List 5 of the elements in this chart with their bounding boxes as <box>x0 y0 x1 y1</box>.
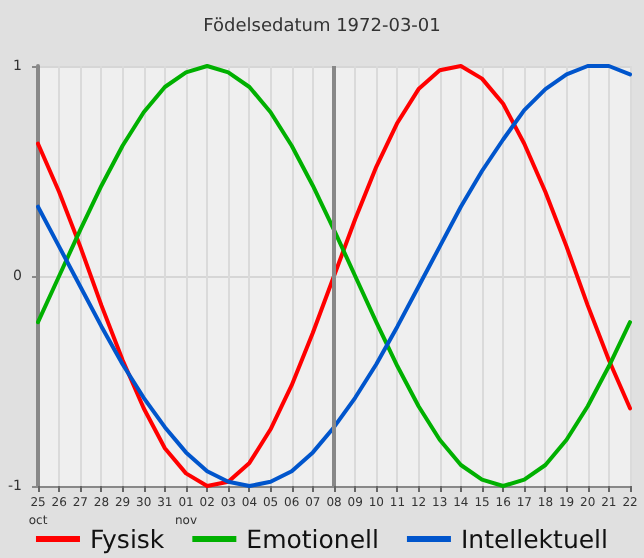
chart-title: Födelsedatum 1972-03-01 <box>203 17 441 37</box>
legend-label: Intellektuell <box>460 524 609 554</box>
legend-label: Emotionell <box>246 524 379 554</box>
legend-label: Fysisk <box>89 524 166 554</box>
line-series <box>36 64 632 488</box>
